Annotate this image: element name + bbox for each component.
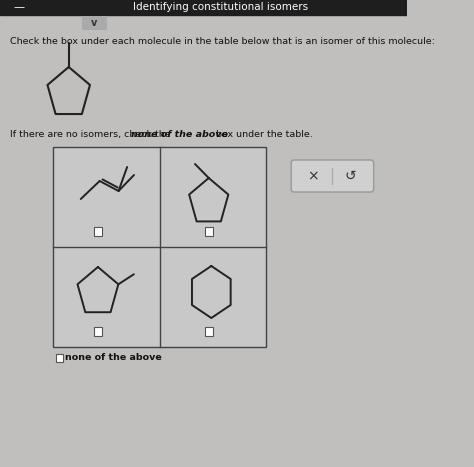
Text: —: — [13,2,25,13]
Text: ↺: ↺ [345,169,356,183]
FancyBboxPatch shape [291,160,374,192]
Bar [205,326,213,335]
Bar [205,226,213,235]
Bar [82,16,108,30]
Text: none of the above: none of the above [65,354,162,362]
Text: none of the above: none of the above [131,130,228,139]
Text: Identifying constitutional isomers: Identifying constitutional isomers [133,2,308,13]
Bar [94,326,102,335]
Text: ×: × [307,169,319,183]
Text: If there are no isomers, check the: If there are no isomers, check the [10,130,174,139]
Bar [94,226,102,235]
Text: Check the box under each molecule in the table below that is an isomer of this m: Check the box under each molecule in the… [10,37,435,46]
Text: box under the table.: box under the table. [213,130,313,139]
Text: v: v [91,18,98,28]
Bar [56,354,63,362]
Bar [0,0,407,15]
Bar [53,147,266,347]
